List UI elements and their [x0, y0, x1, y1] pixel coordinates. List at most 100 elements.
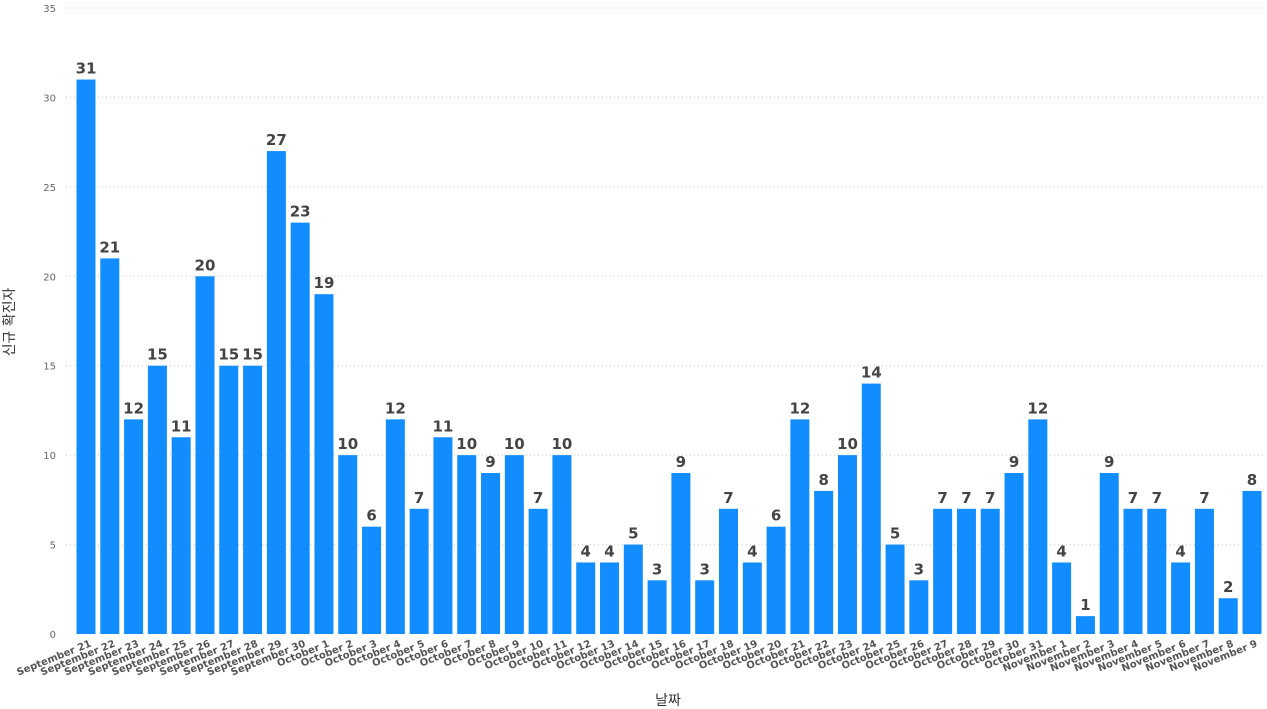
data-label: 10 — [551, 435, 572, 453]
data-label: 7 — [1152, 489, 1162, 507]
y-tick-label: 30 — [43, 93, 56, 104]
data-label: 7 — [533, 489, 543, 507]
bar — [576, 562, 596, 634]
bar — [623, 544, 643, 634]
data-label: 1 — [1080, 596, 1090, 614]
data-label: 7 — [1128, 489, 1138, 507]
bar — [290, 222, 310, 634]
bar — [814, 490, 834, 634]
y-tick-label: 5 — [50, 541, 56, 552]
bar — [195, 276, 215, 634]
bar — [1052, 562, 1072, 634]
bar — [338, 455, 358, 634]
data-label: 12 — [123, 399, 144, 417]
data-label: 19 — [314, 274, 335, 292]
data-label: 20 — [195, 256, 216, 274]
data-label: 7 — [1199, 489, 1209, 507]
data-label: 4 — [580, 542, 590, 560]
data-label: 21 — [99, 238, 120, 256]
bar — [385, 419, 405, 634]
data-label: 6 — [366, 507, 376, 525]
data-label: 7 — [937, 489, 947, 507]
bar — [671, 473, 691, 634]
bar — [433, 437, 453, 634]
x-axis-title: 날짜 — [655, 693, 681, 709]
bar — [314, 294, 334, 634]
data-label: 10 — [337, 435, 358, 453]
bar — [1028, 419, 1048, 634]
bar — [766, 526, 786, 634]
data-label: 14 — [861, 364, 882, 382]
bar — [76, 79, 96, 635]
data-label: 5 — [628, 525, 638, 543]
data-label: 12 — [789, 399, 810, 417]
data-label: 23 — [290, 203, 311, 221]
data-label: 7 — [723, 489, 733, 507]
data-label: 4 — [604, 542, 614, 560]
bar — [266, 151, 286, 635]
bar — [100, 258, 120, 634]
bar — [171, 437, 191, 634]
data-label: 7 — [414, 489, 424, 507]
bar — [837, 455, 857, 634]
bar — [718, 508, 738, 634]
data-label: 15 — [242, 346, 263, 364]
bar — [243, 365, 263, 634]
data-label: 4 — [747, 542, 757, 560]
bar — [1171, 562, 1191, 634]
y-tick-label: 35 — [43, 4, 56, 15]
bar — [1218, 598, 1238, 634]
y-tick-label: 20 — [43, 272, 56, 283]
data-label: 31 — [76, 60, 97, 78]
bar — [504, 455, 524, 634]
data-label: 10 — [837, 435, 858, 453]
data-label: 12 — [1027, 399, 1048, 417]
data-label: 4 — [1056, 542, 1066, 560]
bars — [76, 79, 1262, 635]
bar — [362, 526, 382, 634]
data-label: 8 — [818, 471, 828, 489]
bar — [528, 508, 548, 634]
data-label: 3 — [914, 560, 924, 578]
data-label: 2 — [1223, 578, 1233, 596]
y-tick-label: 25 — [43, 183, 56, 194]
bar — [1004, 473, 1024, 634]
bar — [219, 365, 239, 634]
data-label: 10 — [504, 435, 525, 453]
data-label: 3 — [652, 560, 662, 578]
data-label: 3 — [699, 560, 709, 578]
bar — [481, 473, 501, 634]
bar — [1123, 508, 1143, 634]
bar — [457, 455, 477, 634]
data-label: 4 — [1175, 542, 1185, 560]
bar — [909, 580, 929, 634]
bar — [956, 508, 976, 634]
bar — [1099, 473, 1119, 634]
bar — [1147, 508, 1167, 634]
data-label: 12 — [385, 399, 406, 417]
bar — [124, 419, 144, 634]
data-label: 11 — [171, 417, 192, 435]
y-tick-label: 10 — [43, 451, 56, 462]
data-label: 7 — [961, 489, 971, 507]
bar — [552, 455, 572, 634]
bar — [790, 419, 810, 634]
data-label: 5 — [890, 525, 900, 543]
bar — [695, 580, 715, 634]
bar — [147, 365, 167, 634]
data-label: 9 — [1009, 453, 1019, 471]
data-label: 15 — [218, 346, 239, 364]
bar — [1075, 616, 1095, 634]
bar — [1194, 508, 1214, 634]
bar — [933, 508, 953, 634]
data-label: 9 — [485, 453, 495, 471]
y-axis-title: 신규 확진자 — [2, 287, 18, 356]
data-label: 8 — [1247, 471, 1257, 489]
bar — [742, 562, 762, 634]
data-label: 9 — [1104, 453, 1114, 471]
bar — [980, 508, 1000, 634]
y-tick-label: 15 — [43, 362, 56, 373]
